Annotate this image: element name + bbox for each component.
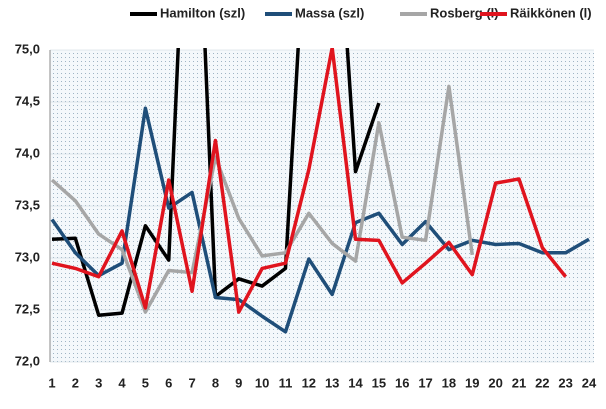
y-tick-label: 74,5 [15, 93, 40, 108]
x-tick-label: 8 [212, 375, 219, 390]
x-tick-label: 7 [188, 375, 195, 390]
x-tick-label: 23 [558, 375, 572, 390]
lines [50, 48, 590, 334]
x-tick-label: 12 [302, 375, 316, 390]
series-line [50, 84, 474, 314]
series-line [51, 48, 568, 314]
x-tick-label: 10 [255, 375, 269, 390]
y-tick-label: 73,0 [15, 249, 40, 264]
y-tick-label: 72,0 [15, 353, 40, 368]
x-tick-label: 2 [72, 375, 79, 390]
x-tick-label: 9 [235, 375, 242, 390]
x-tick-label: 21 [512, 375, 526, 390]
y-tick-label: 75,0 [15, 41, 40, 56]
x-tick-label: 1 [48, 375, 55, 390]
y-tick-label: 72,5 [15, 301, 40, 316]
x-tick-label: 13 [325, 375, 339, 390]
x-tick-label: 19 [465, 375, 479, 390]
x-tick-label: 3 [95, 375, 102, 390]
legend-label: Räikkönen (l) [510, 5, 592, 20]
x-tick-label: 22 [535, 375, 549, 390]
legend-label: Hamilton (szl) [160, 5, 245, 20]
x-tick-label: 20 [488, 375, 502, 390]
y-tick-label: 74,0 [15, 145, 40, 160]
legend-label: Rosberg (l) [430, 5, 499, 20]
x-tick-label: 18 [442, 375, 456, 390]
series-line [50, 106, 590, 334]
x-tick-label: 16 [395, 375, 409, 390]
x-tick-label: 5 [142, 375, 149, 390]
x-tick-label: 14 [348, 375, 363, 390]
legend-label: Massa (szl) [295, 5, 364, 20]
x-tick-label: 11 [279, 375, 293, 390]
x-tick-label: 15 [372, 375, 386, 390]
x-tick-label: 17 [418, 375, 432, 390]
x-tick-label: 24 [582, 375, 597, 390]
y-tick-label: 73,5 [15, 197, 40, 212]
x-tick-label: 4 [118, 375, 126, 390]
x-tick-label: 6 [165, 375, 172, 390]
